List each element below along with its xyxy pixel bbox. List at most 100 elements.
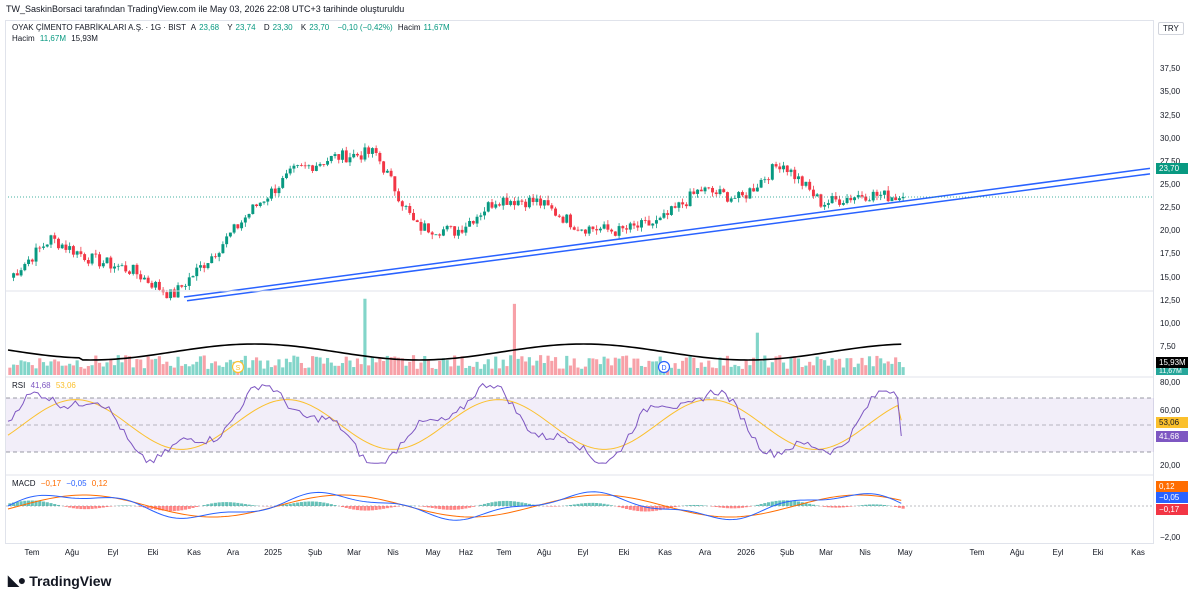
macd-hist-bar [568,504,573,506]
candle [894,197,898,201]
candle [688,191,692,207]
macd-hist-bar [468,506,472,508]
candle [838,199,842,205]
macd-hist-bar [823,506,827,507]
candle [759,179,763,188]
candle [797,176,800,180]
rsi-ma-line [7,399,902,450]
macd-label[interactable]: MACD [12,479,36,488]
volume-bar [613,357,617,375]
macd-hist-bar [838,506,842,508]
macd-hist-bar [333,505,337,506]
volume-bar [647,360,651,375]
macd-hist-bar [688,505,692,506]
macd-hist-bar [303,501,307,506]
candle [195,267,199,277]
volume-bar [382,360,386,375]
macd-hist-bar [307,501,311,506]
candle [438,234,442,236]
volume-bar [322,363,326,375]
time-tick: Ağu [536,548,552,557]
volume-bar [621,356,625,375]
time-tick: Nis [387,548,399,557]
volume-bar [471,366,475,375]
macd-hist-bar [826,506,830,508]
volume-row-label[interactable]: Hacim [12,34,35,43]
macd-hist-bar [75,506,79,509]
tradingview-logo[interactable]: ◣● TradingView [8,572,111,589]
candle [860,195,864,197]
rsi-legend: RSI 41,68 53,06 [12,381,79,390]
macd-hist-bar [210,503,214,506]
volume-bar [591,358,595,375]
rsi-label[interactable]: RSI [12,381,26,390]
macd-hist-bar [363,506,367,511]
macd-hist-bar [45,502,49,506]
macd-hist-bar [793,500,797,506]
macd-hist-bar [583,503,588,506]
time-tick: 2025 [264,548,282,557]
volume-bar [875,355,879,375]
time-tick: Haz [458,548,474,557]
candle [221,244,225,254]
macd-hist-bar [191,506,195,508]
volume-bar [744,359,748,375]
macd-hist-bar [180,506,184,511]
volume-bar [479,368,483,375]
candle [370,148,374,154]
volume-bar [808,361,812,375]
volume-bar [568,365,573,375]
candle [826,203,830,205]
time-tick: May [897,548,913,557]
macd-hist-bar [621,506,625,509]
macd-hist-bar [673,506,677,508]
macd-hist-bar [864,504,868,506]
time-tick: Tem [24,548,40,557]
volume-bar [135,359,139,375]
candle [464,226,468,233]
volume-bar [389,357,393,375]
macd-hist-bar [299,502,303,506]
volume-bar [258,360,262,375]
macd-hist-bar [595,502,599,506]
volume-bar [879,358,883,375]
time-tick: Eyl [107,548,119,557]
volume-bar [699,362,703,375]
candle [610,229,614,232]
candle [430,232,434,235]
volume-bar [434,368,438,375]
candle [733,198,737,199]
candle [232,224,236,233]
candle [737,192,741,199]
macd-hist-bar [553,506,558,507]
macd-hist-bar [486,503,490,506]
candle [748,188,752,199]
macd-hist-bar [176,506,180,511]
candle [617,226,621,236]
candle [722,189,726,193]
candle [277,187,281,194]
volume-bar [643,366,647,375]
volume-bar [654,361,659,375]
candle [815,194,819,197]
volume-bar [770,362,774,375]
candle [882,190,886,195]
macd-hist-bar [449,506,453,510]
volume-bar [800,366,804,375]
volume-bar [183,364,188,375]
tradingview-logo-icon: ◣● [8,572,26,588]
volume-bar [154,358,158,375]
macd-hist-bar [501,500,505,506]
time-tick: Kas [658,548,672,557]
macd-signal-value: −0,17 [40,479,62,488]
candle [804,181,808,186]
currency-selector[interactable]: TRY [1158,22,1184,35]
macd-hist-bar [23,500,27,506]
candle [90,253,94,264]
symbol-title[interactable]: OYAK ÇİMENTO FABRİKALARI A.Ş. · 1G · BIS… [12,23,186,32]
macd-hist-bar [591,502,595,506]
volume-bar [539,355,543,375]
candle [56,238,60,249]
volume-bar [333,365,337,375]
